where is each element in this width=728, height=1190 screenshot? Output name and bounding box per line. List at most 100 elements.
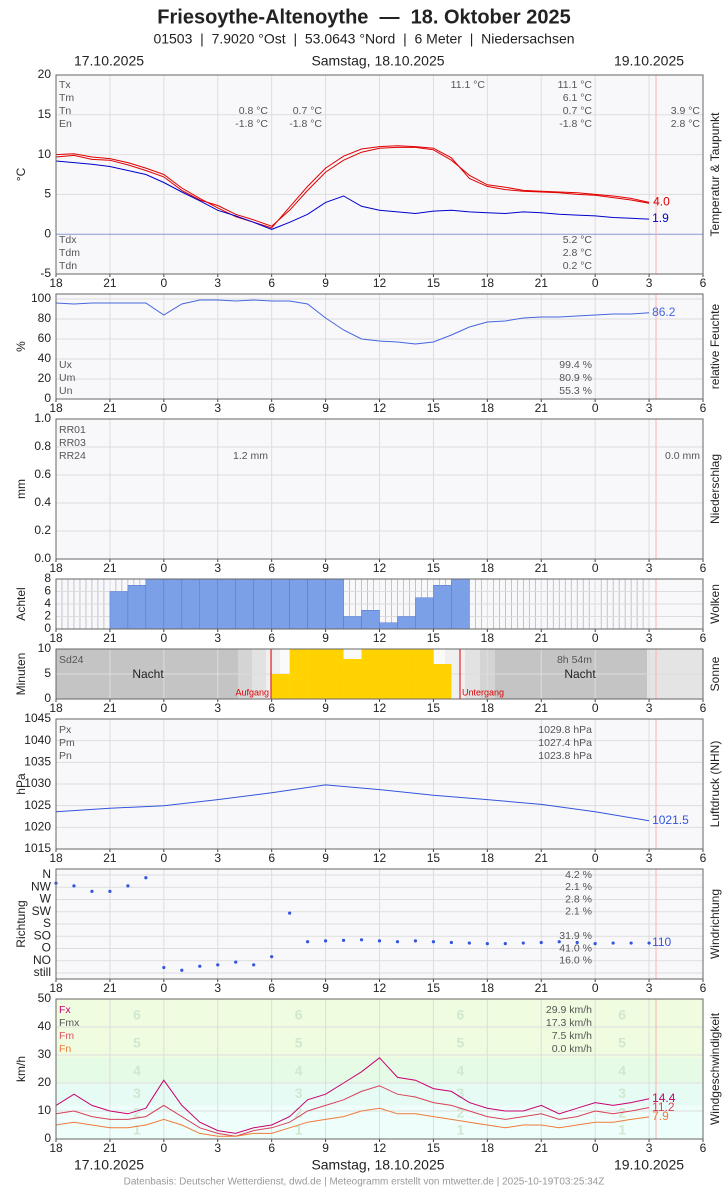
point xyxy=(180,968,184,972)
stat-value: 99.4 % xyxy=(559,359,592,371)
y-tick-label: 1.0 xyxy=(34,411,51,425)
point xyxy=(341,938,346,942)
stat-label: Ux xyxy=(59,359,73,371)
x-tick-label: 21 xyxy=(535,851,549,865)
x-tick-label: 21 xyxy=(535,401,549,415)
point xyxy=(395,940,400,944)
x-tick-label: 12 xyxy=(373,1141,387,1155)
x-tick-label: 0 xyxy=(592,1141,599,1155)
x-tick-label: 9 xyxy=(322,631,329,645)
y-axis-label: hPa xyxy=(14,773,28,795)
stat-label: Pn xyxy=(59,750,72,762)
stat-label: Fn xyxy=(59,1043,71,1055)
point xyxy=(575,940,579,945)
x-tick-label: 21 xyxy=(103,401,117,415)
point xyxy=(288,911,292,915)
point xyxy=(629,941,633,945)
x-tick-label: 0 xyxy=(160,276,167,290)
date-right: 19.10.2025 xyxy=(614,53,684,69)
night-label: Nacht xyxy=(132,667,164,681)
y-tick-label: 1030 xyxy=(24,776,51,790)
line xyxy=(55,1085,650,1137)
stat-value: 7.5 km/h xyxy=(552,1030,592,1042)
x-tick-label: 0 xyxy=(160,1141,167,1155)
stat-value: 5.2 °C xyxy=(563,234,593,246)
beaufort-number: 5 xyxy=(456,1035,464,1051)
x-tick-label: 0 xyxy=(160,631,167,645)
y-tick-label: 40 xyxy=(38,1019,52,1033)
y-tick-label: 80 xyxy=(38,311,52,325)
y-tick-label: 5 xyxy=(44,187,51,201)
x-tick-label: 21 xyxy=(535,631,549,645)
x-tick-label: 21 xyxy=(103,981,117,995)
point xyxy=(162,965,166,970)
line xyxy=(55,145,650,229)
x-tick-label: 9 xyxy=(322,981,329,995)
x-tick-label: 0 xyxy=(160,561,167,575)
line xyxy=(55,1057,650,1134)
value-label: 1.9 xyxy=(652,211,669,225)
y-tick-label: 60 xyxy=(38,331,52,345)
stat-value: 31.9 % xyxy=(559,930,592,942)
stat-label: Tx xyxy=(59,79,71,91)
x-tick-label: 9 xyxy=(322,561,329,575)
point xyxy=(503,942,507,946)
stat-label: Tn xyxy=(59,105,71,117)
point xyxy=(521,941,525,945)
point xyxy=(216,963,220,967)
beaufort-number: 3 xyxy=(295,1085,303,1101)
point xyxy=(108,889,112,893)
stat-value: 6.1 °C xyxy=(563,92,593,104)
point xyxy=(449,940,453,945)
stat-value: 0.8 °C xyxy=(239,105,269,117)
panel-frame xyxy=(55,998,704,1140)
x-tick-label: 18 xyxy=(481,276,495,290)
stat-value: 11.1 °C xyxy=(558,79,593,91)
beaufort-number: 2 xyxy=(295,1105,303,1121)
y-tick-label: 0.2 xyxy=(34,523,51,537)
stat-label: Pm xyxy=(59,737,75,749)
y-tick-label: 4 xyxy=(44,596,51,610)
stat-value: 0.0 km/h xyxy=(552,1043,592,1055)
stat-label: En xyxy=(59,118,72,130)
x-tick-label: 6 xyxy=(700,1141,707,1155)
y-tick-label: 0.0 xyxy=(34,551,51,565)
x-tick-label: 18 xyxy=(481,561,495,575)
stat-value: 3.9 °C xyxy=(671,105,701,117)
x-tick-label: 21 xyxy=(103,276,117,290)
bar xyxy=(217,578,236,630)
point xyxy=(377,939,382,943)
y-axis-label: Richtung xyxy=(14,900,28,947)
x-tick-label: 0 xyxy=(592,276,599,290)
x-tick-label: 21 xyxy=(103,561,117,575)
x-tick-label: 0 xyxy=(592,851,599,865)
beaufort-number: 1 xyxy=(133,1121,141,1137)
stat-value: 1.2 mm xyxy=(233,450,268,462)
panel-frame xyxy=(55,648,704,700)
bar xyxy=(181,578,201,630)
y-axis-label: mm xyxy=(14,479,28,499)
x-tick-label: 12 xyxy=(373,631,387,645)
x-tick-label: 15 xyxy=(427,631,441,645)
y-tick-label: W xyxy=(40,892,52,906)
stat-label: RR01 xyxy=(59,424,86,436)
point xyxy=(413,939,418,943)
x-tick-label: 21 xyxy=(535,1141,549,1155)
panel-frame xyxy=(55,578,704,630)
side-label: Windgeschwindigkeit xyxy=(708,1012,722,1125)
x-tick-label: 6 xyxy=(700,401,707,415)
value-label: 4.0 xyxy=(653,195,670,209)
stat-value: 2.1 % xyxy=(565,881,592,893)
y-axis-label: Achtel xyxy=(14,587,28,620)
point xyxy=(611,941,615,945)
y-tick-label: 1040 xyxy=(24,733,51,747)
panel: 1015 1020 1025 1030 1035 1040 1045 18 21 0 3 6 9 12 15… xyxy=(14,711,722,865)
beaufort-number: 5 xyxy=(295,1035,303,1051)
x-tick-label: 3 xyxy=(214,561,221,575)
x-tick-label: 18 xyxy=(481,1141,495,1155)
x-tick-label: 3 xyxy=(214,981,221,995)
side-label: Sonne xyxy=(708,656,722,691)
stat-value: 41.0 % xyxy=(559,942,592,954)
y-tick-label: 1015 xyxy=(24,841,51,855)
subtitle: 01503 | 7.9020 °Ost | 53.0643 °Nord | 6 … xyxy=(153,31,574,47)
